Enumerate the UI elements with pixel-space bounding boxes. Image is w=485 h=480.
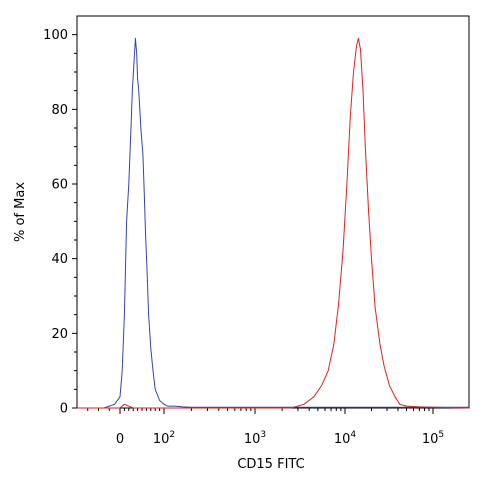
- y-tick-label: 60: [51, 178, 68, 193]
- x-tick-exponent: 2: [169, 430, 175, 440]
- y-axis-ticks: 0 20 40 60 80 100: [43, 28, 77, 417]
- series-line-0: [77, 37, 469, 409]
- x-axis-ticks: 0 102 103 104 105: [87, 408, 444, 447]
- plot-frame: [76, 15, 470, 409]
- x-tick-base: 0: [116, 432, 124, 447]
- x-tick-label: 102: [153, 430, 175, 447]
- x-axis-title: CD15 FITC: [237, 457, 304, 472]
- y-tick-label: 0: [60, 402, 68, 417]
- series-line-1: [77, 37, 470, 409]
- y-tick-label: 20: [51, 327, 68, 342]
- y-tick-label: 80: [51, 103, 68, 118]
- x-tick-label: 104: [334, 430, 357, 447]
- y-axis-title: % of Max: [13, 182, 28, 242]
- x-tick-base: 10: [153, 432, 170, 447]
- x-tick-base: 10: [334, 432, 351, 447]
- y-tick-label: 40: [51, 252, 68, 267]
- x-tick-base: 10: [422, 432, 439, 447]
- x-tick-label: 103: [244, 430, 266, 447]
- series-layer: [77, 37, 470, 409]
- x-tick-exponent: 4: [350, 430, 356, 440]
- x-tick-exponent: 5: [438, 430, 444, 440]
- x-tick-label: 105: [422, 430, 444, 447]
- x-tick-exponent: 3: [260, 430, 266, 440]
- y-tick-label: 100: [43, 28, 68, 43]
- x-tick-base: 10: [244, 432, 261, 447]
- x-tick-label: 0: [116, 432, 124, 447]
